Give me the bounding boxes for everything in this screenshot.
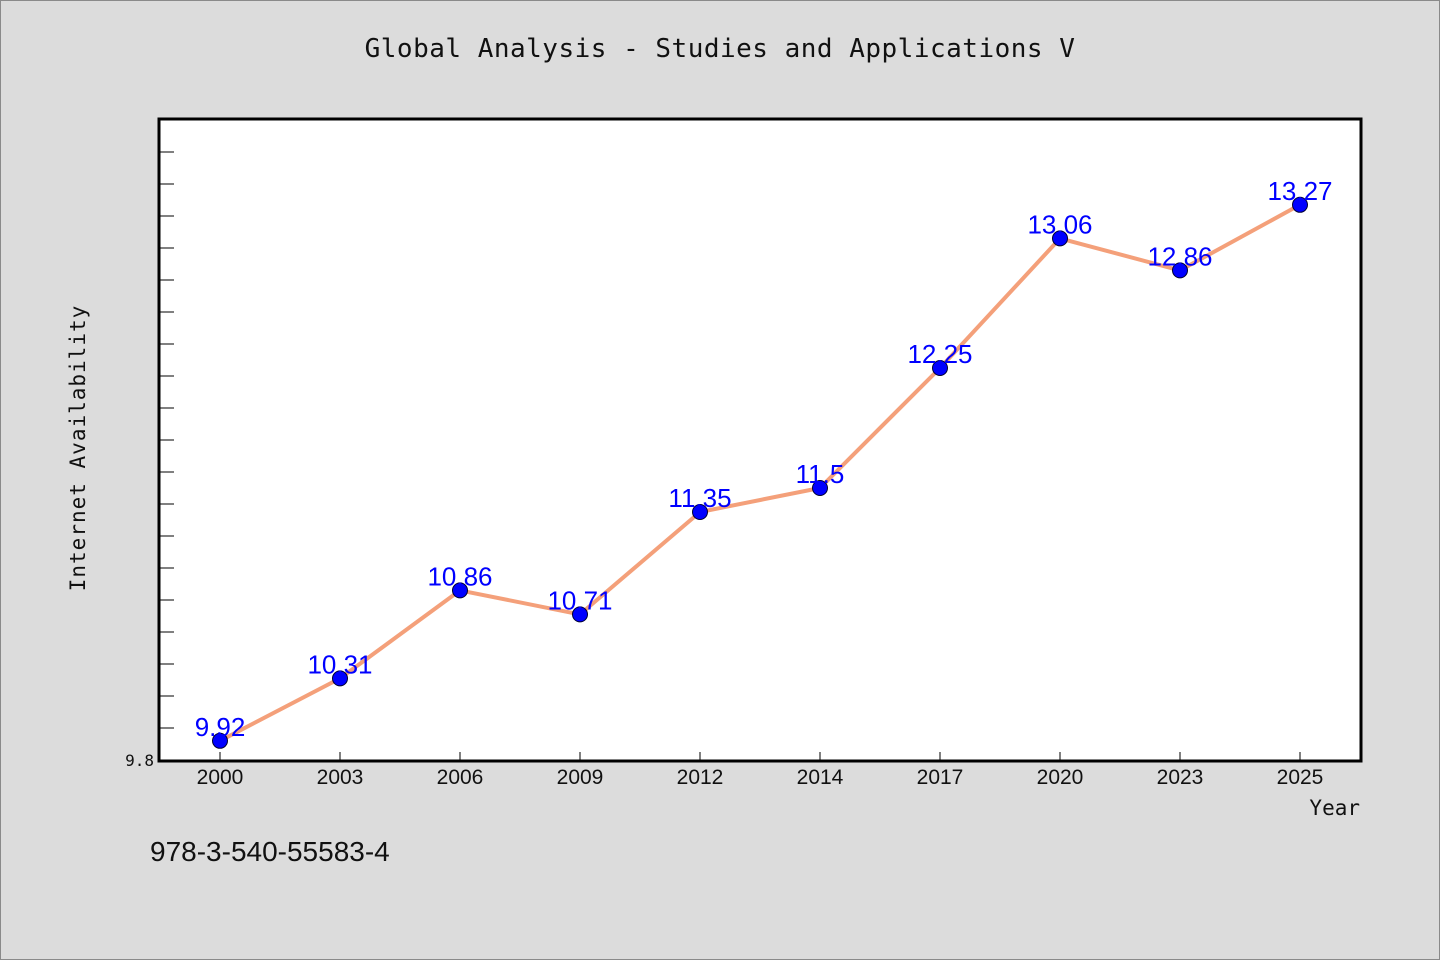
- data-point: [692, 504, 708, 520]
- data-point: [1172, 262, 1188, 279]
- x-tick-label: 2020: [1037, 766, 1084, 789]
- data-label: 12.86: [1147, 241, 1212, 271]
- data-point: [332, 670, 348, 687]
- x-axis-label: Year: [1309, 796, 1360, 820]
- data-point: [812, 480, 828, 496]
- x-tick-label: 2003: [317, 766, 364, 789]
- data-point: [1052, 230, 1068, 247]
- data-label: 11.5: [796, 459, 845, 489]
- data-label: 13.06: [1027, 209, 1092, 239]
- data-label: 12.25: [907, 339, 972, 369]
- data-point: [452, 582, 468, 599]
- x-tick-label: 2012: [677, 766, 724, 789]
- data-label: 11.35: [668, 483, 731, 513]
- data-point: [572, 606, 588, 623]
- x-tick-label: 2000: [197, 766, 244, 789]
- footer-code: 978-3-540-55583-4: [150, 836, 390, 867]
- plot-area: [157, 117, 1363, 763]
- y-tick-label: 9.8: [125, 751, 154, 770]
- x-tick-label: 2023: [1157, 766, 1204, 789]
- x-tick-label: 2006: [437, 766, 484, 789]
- data-label: 13.27: [1267, 176, 1332, 206]
- x-tick-label: 2009: [557, 766, 604, 789]
- x-tick-label: 2025: [1277, 766, 1324, 789]
- series-line: [218, 202, 1302, 743]
- data-label: 10.71: [547, 585, 612, 615]
- chart-title: Global Analysis - Studies and Applicatio…: [364, 34, 1076, 64]
- data-point: [1292, 196, 1308, 213]
- data-point: [932, 360, 948, 376]
- data-label: 10.86: [427, 561, 492, 591]
- x-tick-label: 2017: [917, 766, 964, 789]
- data-label: 10.31: [307, 649, 372, 679]
- x-tick-label: 2014: [797, 766, 844, 789]
- data-point: [212, 732, 228, 749]
- data-label: 9.92: [195, 712, 246, 742]
